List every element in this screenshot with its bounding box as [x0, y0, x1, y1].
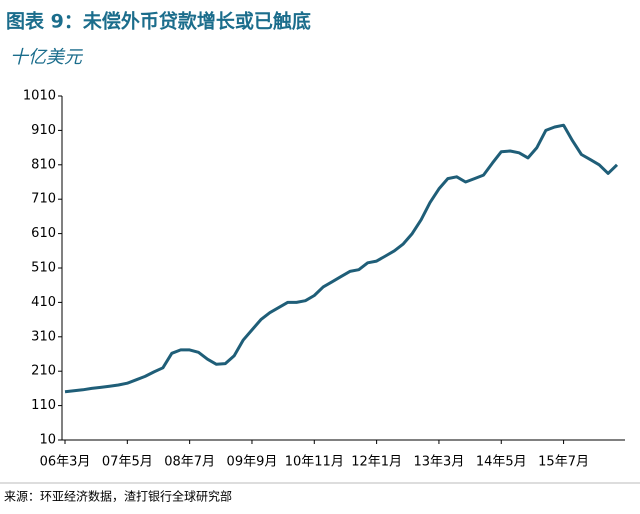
y-tick-label: 110 — [31, 398, 56, 413]
chart-title: 图表 9：未偿外币贷款增长或已触底 — [6, 10, 311, 33]
y-tick-label: 810 — [31, 157, 56, 172]
x-tick-label: 14年5月 — [476, 455, 527, 470]
y-tick-label: 210 — [31, 364, 56, 379]
y-tick-label: 410 — [31, 295, 56, 310]
y-tick-label: 610 — [31, 226, 56, 241]
chart-subtitle: 十亿美元 — [10, 47, 84, 68]
x-tick-label: 09年9月 — [227, 455, 278, 470]
y-tick-label: 10 — [39, 433, 56, 448]
y-tick-label: 1010 — [23, 89, 56, 104]
x-tick-label: 08年7月 — [164, 455, 215, 470]
x-tick-label: 07年5月 — [102, 455, 153, 470]
source-note: 来源：环亚经济数据，渣打银行全球研究部 — [4, 489, 232, 504]
x-tick-label: 10年11月 — [285, 455, 344, 470]
data-line — [64, 123, 619, 394]
y-tick-label: 510 — [31, 261, 56, 276]
x-tick-label: 06年3月 — [40, 455, 91, 470]
x-tick-label: 13年3月 — [414, 455, 465, 470]
x-tick-label: 15年7月 — [538, 455, 589, 470]
y-tick-label: 310 — [31, 329, 56, 344]
y-tick-label: 710 — [31, 192, 56, 207]
x-tick-label: 12年1月 — [351, 455, 402, 470]
y-tick-label: 910 — [31, 123, 56, 138]
